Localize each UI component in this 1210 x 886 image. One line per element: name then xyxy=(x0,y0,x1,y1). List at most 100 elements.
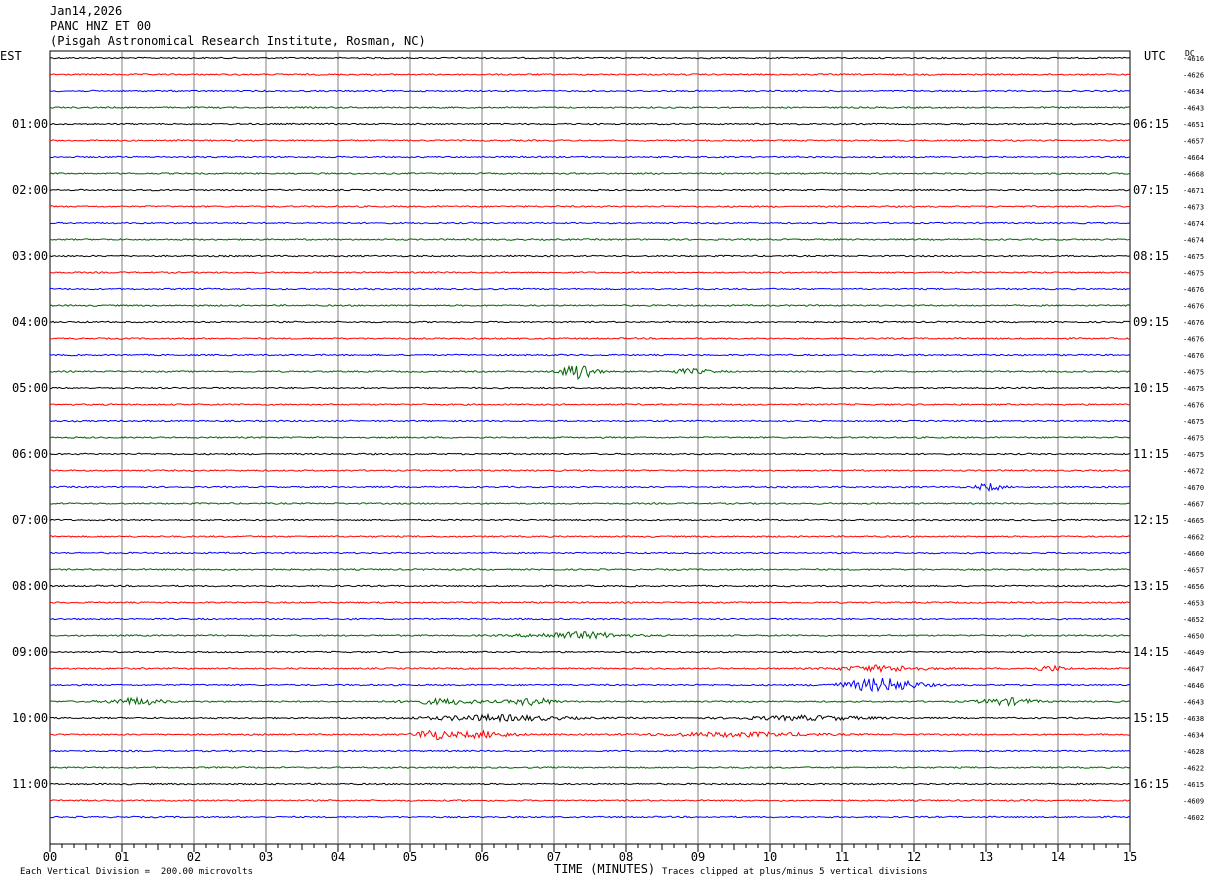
header-station: PANC HNZ ET 00 xyxy=(50,19,152,33)
left-time-label: 06:00 xyxy=(12,447,48,461)
dc-value: -4657 xyxy=(1183,138,1204,146)
trace-line-19 xyxy=(49,364,1131,381)
dc-value: -4616 xyxy=(1183,55,1204,63)
trace-line-44 xyxy=(49,782,1131,786)
trace-line-15 xyxy=(49,304,1131,307)
trace-line-31 xyxy=(49,568,1131,571)
trace-group xyxy=(49,56,1131,819)
dc-value: -4638 xyxy=(1183,715,1204,723)
trace-line-23 xyxy=(49,436,1131,439)
right-time-label: 08:15 xyxy=(1133,249,1169,263)
x-tick-label: 14 xyxy=(1051,850,1065,864)
dc-value: -4622 xyxy=(1183,765,1204,773)
x-tick-label: 11 xyxy=(835,850,849,864)
dc-value: -4676 xyxy=(1183,303,1204,311)
header-date: Jan14,2026 xyxy=(50,4,123,18)
x-tick-label: 04 xyxy=(331,850,345,864)
dc-value: -4634 xyxy=(1183,88,1204,96)
dc-value: -4634 xyxy=(1183,732,1204,740)
x-tick-label: 07 xyxy=(547,850,561,864)
trace-line-0 xyxy=(49,56,1131,60)
trace-line-42 xyxy=(49,749,1131,753)
left-time-label: 08:00 xyxy=(12,579,48,593)
header-location: (Pisgah Astronomical Research Institute,… xyxy=(50,34,426,48)
trace-line-28 xyxy=(49,518,1131,522)
trace-line-6 xyxy=(49,155,1131,159)
dc-value: -4675 xyxy=(1183,369,1204,377)
dc-value: -4643 xyxy=(1183,105,1204,113)
trace-line-41 xyxy=(49,728,1131,741)
dc-value: -4670 xyxy=(1183,484,1204,492)
left-time-label: 07:00 xyxy=(12,513,48,527)
dc-value: -4646 xyxy=(1183,682,1204,690)
right-time-label: 14:15 xyxy=(1133,645,1169,659)
dc-value: -4656 xyxy=(1183,583,1204,591)
dc-value: -4673 xyxy=(1183,204,1204,212)
right-time-label: 13:15 xyxy=(1133,579,1169,593)
dc-value: -4626 xyxy=(1183,72,1204,80)
dc-value: -4675 xyxy=(1183,451,1204,459)
footer-clip-note: Traces clipped at plus/minus 5 vertical … xyxy=(662,867,928,877)
trace-line-9 xyxy=(49,205,1131,208)
right-time-label: 15:15 xyxy=(1133,711,1169,725)
trace-line-5 xyxy=(49,139,1131,142)
dc-value: -4676 xyxy=(1183,319,1204,327)
trace-line-30 xyxy=(49,551,1131,555)
left-axis-label: EST xyxy=(0,49,22,63)
dc-value: -4609 xyxy=(1183,798,1204,806)
trace-line-14 xyxy=(49,287,1131,291)
right-time-label: 10:15 xyxy=(1133,381,1169,395)
dc-label: DC xyxy=(1185,49,1195,58)
left-time-label: 09:00 xyxy=(12,645,48,659)
trace-line-37 xyxy=(49,664,1131,674)
trace-line-27 xyxy=(49,502,1131,505)
trace-line-24 xyxy=(49,452,1131,456)
trace-line-36 xyxy=(49,650,1131,654)
dc-value: -4668 xyxy=(1183,171,1204,179)
left-time-label: 11:00 xyxy=(12,777,48,791)
dc-value: -4675 xyxy=(1183,253,1204,261)
dc-value: -4650 xyxy=(1183,633,1204,641)
trace-line-12 xyxy=(49,254,1131,258)
trace-line-4 xyxy=(49,122,1131,126)
left-time-label: 10:00 xyxy=(12,711,48,725)
dc-value: -4657 xyxy=(1183,567,1204,575)
right-time-label: 09:15 xyxy=(1133,315,1169,329)
dc-value: -4676 xyxy=(1183,352,1204,360)
dc-value: -4675 xyxy=(1183,270,1204,278)
dc-value: -4674 xyxy=(1183,237,1204,245)
dc-value: -4672 xyxy=(1183,468,1204,476)
trace-line-8 xyxy=(49,188,1131,192)
x-tick-label: 12 xyxy=(907,850,921,864)
left-time-label: 01:00 xyxy=(12,117,48,131)
trace-line-32 xyxy=(49,584,1130,588)
right-time-label: 11:15 xyxy=(1133,447,1169,461)
dc-value: -4602 xyxy=(1183,814,1204,822)
x-tick-label: 08 xyxy=(619,850,633,864)
dc-value: -4651 xyxy=(1183,121,1204,129)
left-time-label: 03:00 xyxy=(12,249,48,263)
trace-line-16 xyxy=(49,320,1131,324)
trace-line-7 xyxy=(49,172,1131,175)
x-tick-label: 05 xyxy=(403,850,417,864)
trace-line-26 xyxy=(49,483,1131,493)
trace-line-33 xyxy=(50,601,1131,604)
trace-line-17 xyxy=(49,337,1131,340)
trace-line-18 xyxy=(49,353,1131,357)
trace-line-21 xyxy=(49,403,1131,406)
dc-value: -4675 xyxy=(1183,418,1204,426)
right-axis-label: UTC xyxy=(1144,49,1166,63)
dc-value: -4676 xyxy=(1183,336,1204,344)
trace-line-45 xyxy=(49,799,1131,802)
dc-value: -4674 xyxy=(1183,220,1204,228)
trace-line-3 xyxy=(49,106,1131,109)
x-tick-label: 00 xyxy=(43,850,57,864)
x-tick-label: 02 xyxy=(187,850,201,864)
dc-value: -4615 xyxy=(1183,781,1204,789)
dc-value: -4664 xyxy=(1183,154,1204,162)
dc-value: -4675 xyxy=(1183,385,1204,393)
trace-line-46 xyxy=(49,815,1131,819)
trace-line-35 xyxy=(49,630,1131,640)
trace-line-43 xyxy=(49,766,1131,769)
